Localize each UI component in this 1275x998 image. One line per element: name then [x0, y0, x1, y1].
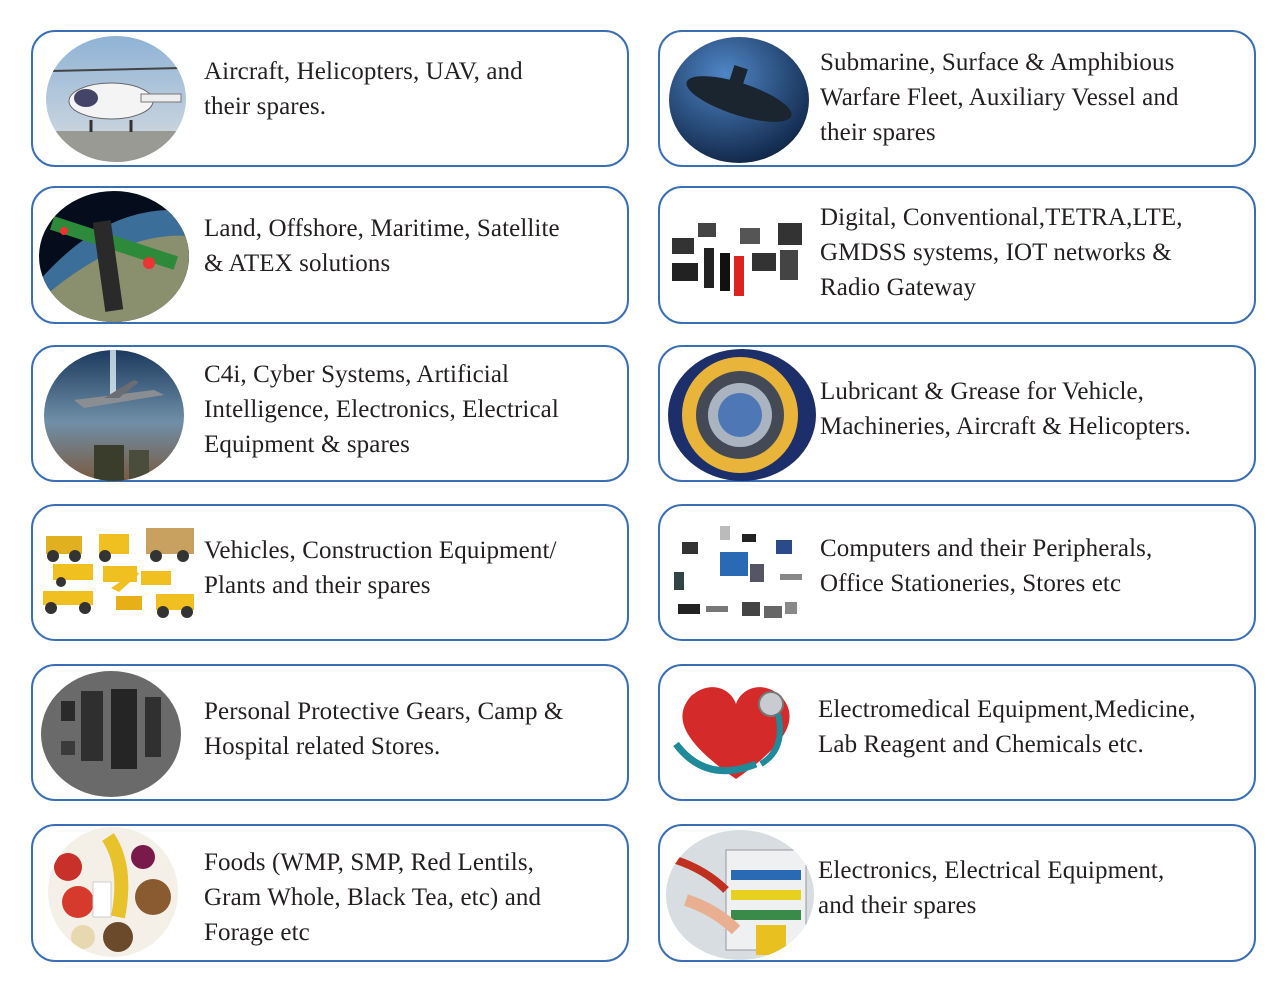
card-text: Land, Offshore, Maritime, Satellite & AT… [204, 215, 560, 277]
card-text: Vehicles, Construction Equipment/ Plants… [204, 537, 557, 599]
protective-gear-image [41, 671, 181, 797]
card-communications: Digital, Conventional,TETRA,LTE, GMDSS s… [658, 186, 1256, 324]
heart-stethoscope-image [666, 674, 806, 792]
helicopter-image [46, 36, 186, 162]
card-text: Digital, Conventional,TETRA,LTE, GMDSS s… [820, 204, 1183, 301]
bearing-grease-image [668, 349, 816, 481]
card-vehicles: Vehicles, Construction Equipment/ Plants… [31, 504, 629, 641]
card-text: Computers and their Peripherals, Office … [820, 535, 1153, 597]
card-computers: Computers and their Peripherals, Office … [658, 504, 1256, 641]
card-c4i: C4i, Cyber Systems, Artificial Intellige… [31, 345, 629, 482]
satellite-image [39, 191, 189, 322]
foods-image [48, 827, 178, 957]
card-text: Electronics, Electrical Equipment, and t… [818, 857, 1165, 919]
card-electromedical: Electromedical Equipment,Medicine, Lab R… [658, 664, 1256, 801]
card-text: Foods (WMP, SMP, Red Lentils, Gram Whole… [204, 849, 542, 946]
radio-devices-image [668, 208, 808, 303]
construction-vehicles-image [41, 526, 199, 621]
card-electronics: Electronics, Electrical Equipment, and t… [658, 824, 1256, 962]
card-text: C4i, Cyber Systems, Artificial Intellige… [204, 361, 559, 458]
card-foods: Foods (WMP, SMP, Red Lentils, Gram Whole… [31, 824, 629, 962]
card-text: Submarine, Surface & Amphibious Warfare … [820, 49, 1179, 146]
card-ppe: Personal Protective Gears, Camp & Hospit… [31, 664, 629, 801]
card-text: Lubricant & Grease for Vehicle, Machiner… [820, 378, 1191, 440]
card-aircraft: Aircraft, Helicopters, UAV, and their sp… [31, 30, 629, 167]
electrical-panel-image [666, 830, 814, 960]
submarine-image [669, 37, 809, 163]
card-text: Electromedical Equipment,Medicine, Lab R… [818, 696, 1196, 758]
card-lubricant: Lubricant & Grease for Vehicle, Machiner… [658, 345, 1256, 482]
computers-image [670, 524, 805, 624]
card-text: Personal Protective Gears, Camp & Hospit… [204, 698, 564, 760]
card-naval: Submarine, Surface & Amphibious Warfare … [658, 30, 1256, 167]
fighter-jet-image [44, 350, 184, 481]
card-land-satellite: Land, Offshore, Maritime, Satellite & AT… [31, 186, 629, 324]
card-text: Aircraft, Helicopters, UAV, and their sp… [204, 58, 523, 120]
